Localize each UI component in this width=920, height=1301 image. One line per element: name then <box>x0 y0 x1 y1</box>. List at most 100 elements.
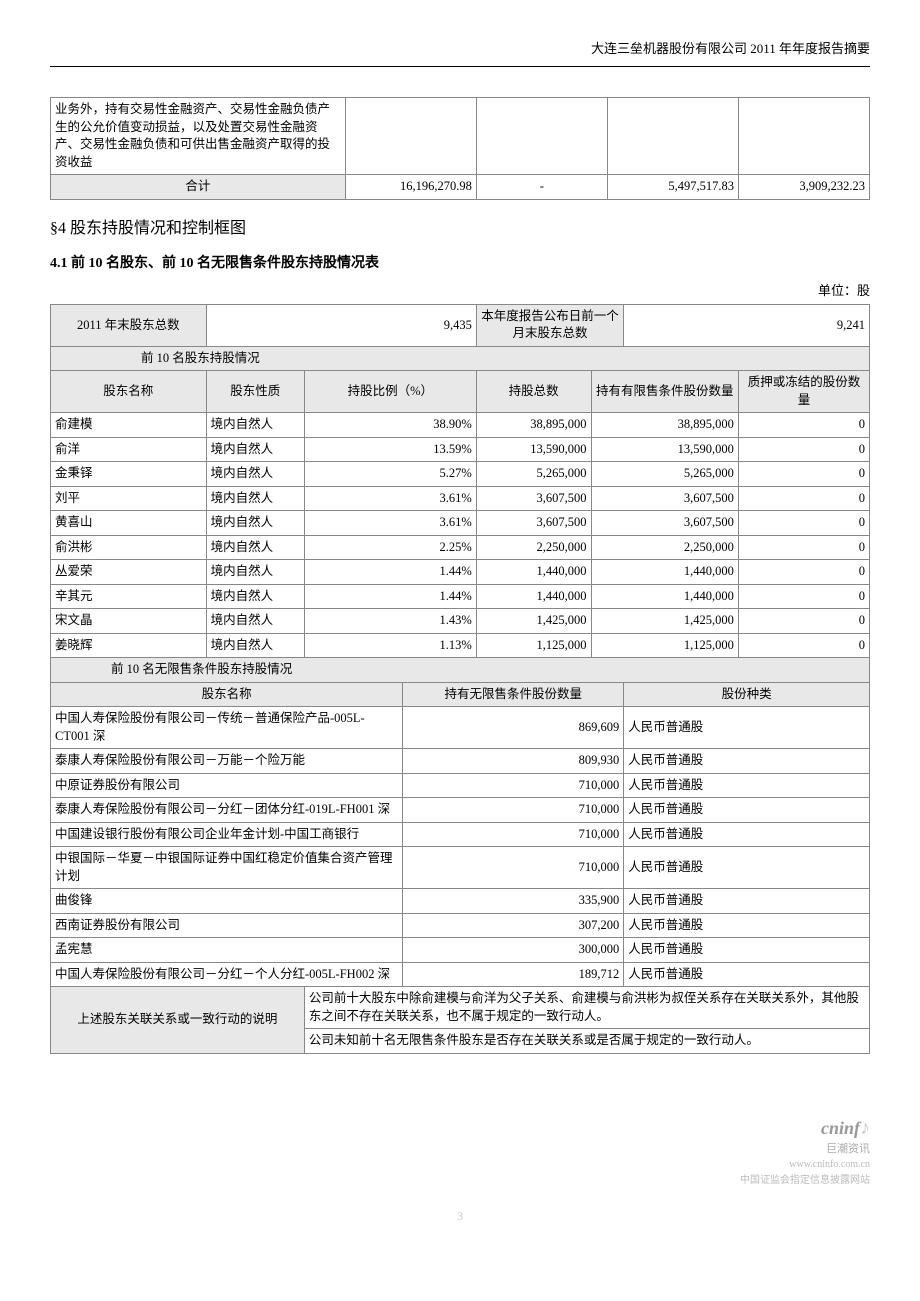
cell-nature: 境内自然人 <box>206 584 304 609</box>
table-row: 曲俊锋335,900人民币普通股 <box>51 889 870 914</box>
cell-restricted: 2,250,000 <box>591 535 738 560</box>
footer-tagline: 中国证监会指定信息披露网站 <box>740 1175 870 1186</box>
cell-type: 人民币普通股 <box>624 889 870 914</box>
col-ratio: 持股比例（%） <box>304 371 476 413</box>
cell-total: 3,607,500 <box>476 511 591 536</box>
table-row: 业务外，持有交易性金融资产、交易性金融负债产生的公允价值变动损益，以及处置交易性… <box>51 98 870 175</box>
page-number: 3 <box>50 1208 870 1225</box>
cell-qty: 307,200 <box>403 913 624 938</box>
cell-qty: 710,000 <box>403 798 624 823</box>
cell <box>345 98 476 175</box>
table-row: 中国人寿保险股份有限公司－分红－个人分红-005L-FH002 深189,712… <box>51 962 870 987</box>
shareholders-table: 2011 年末股东总数 9,435 本年度报告公布日前一个月末股东总数 9,24… <box>50 304 870 1054</box>
cell-total: 38,895,000 <box>476 413 591 438</box>
table-row: 姜晓辉境内自然人1.13%1,125,0001,125,0000 <box>51 633 870 658</box>
col-nature: 股东性质 <box>206 371 304 413</box>
h-report-prev: 本年度报告公布日前一个月末股东总数 <box>476 304 623 346</box>
cell-nature: 境内自然人 <box>206 535 304 560</box>
cell-total: 1,125,000 <box>476 633 591 658</box>
section41-title: 4.1 前 10 名股东、前 10 名无限售条件股东持股情况表 <box>50 254 870 274</box>
cell-name: 曲俊锋 <box>51 889 403 914</box>
footer-brand: 巨潮资讯 <box>826 1143 870 1155</box>
table-row: 黄喜山境内自然人3.61%3,607,5003,607,5000 <box>51 511 870 536</box>
cell-name: 泰康人寿保险股份有限公司－分红－团体分红-019L-FH001 深 <box>51 798 403 823</box>
table-row: 刘平境内自然人3.61%3,607,5003,607,5000 <box>51 486 870 511</box>
cell-pledged: 0 <box>738 609 869 634</box>
cell-total: 1,440,000 <box>476 560 591 585</box>
cell-qty: 710,000 <box>403 773 624 798</box>
cell-name: 丛爱荣 <box>51 560 207 585</box>
note-row: 上述股东关联关系或一致行动的说明 公司前十大股东中除俞建模与俞洋为父子关系、俞建… <box>51 987 870 1029</box>
cell-total: 2,250,000 <box>476 535 591 560</box>
section4-title: §4 股东持股情况和控制框图 <box>50 218 870 240</box>
table-row: 俞洋境内自然人13.59%13,590,00013,590,0000 <box>51 437 870 462</box>
desc-cell: 业务外，持有交易性金融资产、交易性金融负债产生的公允价值变动损益，以及处置交易性… <box>51 98 346 175</box>
table-row: 泰康人寿保险股份有限公司－分红－团体分红-019L-FH001 深710,000… <box>51 798 870 823</box>
table-row: 西南证券股份有限公司307,200人民币普通股 <box>51 913 870 938</box>
table-row: 中原证券股份有限公司710,000人民币普通股 <box>51 773 870 798</box>
cell-ratio: 1.43% <box>304 609 476 634</box>
cell-type: 人民币普通股 <box>624 938 870 963</box>
cell-qty: 710,000 <box>403 822 624 847</box>
cell-name: 中国人寿保险股份有限公司－分红－个人分红-005L-FH002 深 <box>51 962 403 987</box>
cell-type: 人民币普通股 <box>624 798 870 823</box>
col-name: 股东名称 <box>51 371 207 413</box>
cell-total: 3,607,500 <box>476 486 591 511</box>
cell-qty: 869,609 <box>403 707 624 749</box>
page-header: 大连三垒机器股份有限公司 2011 年年度报告摘要 <box>50 40 870 67</box>
cell-nature: 境内自然人 <box>206 413 304 438</box>
cell-type: 人民币普通股 <box>624 749 870 774</box>
col2-name: 股东名称 <box>51 682 403 707</box>
cell-pledged: 0 <box>738 560 869 585</box>
top10-header: 前 10 名股东持股情况 <box>51 346 870 371</box>
cell-name: 泰康人寿保险股份有限公司－万能－个险万能 <box>51 749 403 774</box>
total-label: 合计 <box>51 175 346 200</box>
col-pledged: 质押或冻结的股份数量 <box>738 371 869 413</box>
v-year-end: 9,435 <box>206 304 476 346</box>
cell-name: 俞建模 <box>51 413 207 438</box>
cell-name: 西南证券股份有限公司 <box>51 913 403 938</box>
table-row: 丛爱荣境内自然人1.44%1,440,0001,440,0000 <box>51 560 870 585</box>
cell-ratio: 1.13% <box>304 633 476 658</box>
cell-ratio: 38.90% <box>304 413 476 438</box>
footer: cninf♪ 巨潮资讯 www.cninfo.com.cn 中国证监会指定信息披… <box>50 1114 870 1188</box>
cell <box>607 98 738 175</box>
cell-name: 俞洋 <box>51 437 207 462</box>
cell-restricted: 5,265,000 <box>591 462 738 487</box>
col-restricted: 持有有限售条件股份数量 <box>591 371 738 413</box>
cell-ratio: 5.27% <box>304 462 476 487</box>
cell-restricted: 1,440,000 <box>591 584 738 609</box>
cell-qty: 335,900 <box>403 889 624 914</box>
cell-pledged: 0 <box>738 437 869 462</box>
cell-pledged: 0 <box>738 633 869 658</box>
cell-nature: 境内自然人 <box>206 560 304 585</box>
cell-name: 姜晓辉 <box>51 633 207 658</box>
cell-nature: 境内自然人 <box>206 462 304 487</box>
cell <box>738 98 869 175</box>
summary-table: 业务外，持有交易性金融资产、交易性金融负债产生的公允价值变动损益，以及处置交易性… <box>50 97 870 200</box>
cell-name: 孟宪慧 <box>51 938 403 963</box>
note-text2: 公司未知前十名无限售条件股东是否存在关联关系或是否属于规定的一致行动人。 <box>304 1029 869 1054</box>
table-row: 辛其元境内自然人1.44%1,440,0001,440,0000 <box>51 584 870 609</box>
cell-total: 1,440,000 <box>476 584 591 609</box>
total-c1: 16,196,270.98 <box>345 175 476 200</box>
cell-nature: 境内自然人 <box>206 511 304 536</box>
cell-nature: 境内自然人 <box>206 633 304 658</box>
table-row: 2011 年末股东总数 9,435 本年度报告公布日前一个月末股东总数 9,24… <box>51 304 870 346</box>
total-c4: 3,909,232.23 <box>738 175 869 200</box>
cell-type: 人民币普通股 <box>624 822 870 847</box>
note-label: 上述股东关联关系或一致行动的说明 <box>51 987 305 1054</box>
cell-name: 中银国际－华夏－中银国际证券中国红稳定价值集合资产管理计划 <box>51 847 403 889</box>
total-row: 合计 16,196,270.98 - 5,497,517.83 3,909,23… <box>51 175 870 200</box>
column-header-row: 股东名称 持有无限售条件股份数量 股份种类 <box>51 682 870 707</box>
table-row: 孟宪慧300,000人民币普通股 <box>51 938 870 963</box>
table-row: 前 10 名股东持股情况 <box>51 346 870 371</box>
cell-restricted: 13,590,000 <box>591 437 738 462</box>
table-row: 俞建模境内自然人38.90%38,895,00038,895,0000 <box>51 413 870 438</box>
cell-qty: 300,000 <box>403 938 624 963</box>
table-row: 宋文晶境内自然人1.43%1,425,0001,425,0000 <box>51 609 870 634</box>
table-row: 俞洪彬境内自然人2.25%2,250,0002,250,0000 <box>51 535 870 560</box>
cell-type: 人民币普通股 <box>624 913 870 938</box>
cell-total: 13,590,000 <box>476 437 591 462</box>
cell-name: 黄喜山 <box>51 511 207 536</box>
